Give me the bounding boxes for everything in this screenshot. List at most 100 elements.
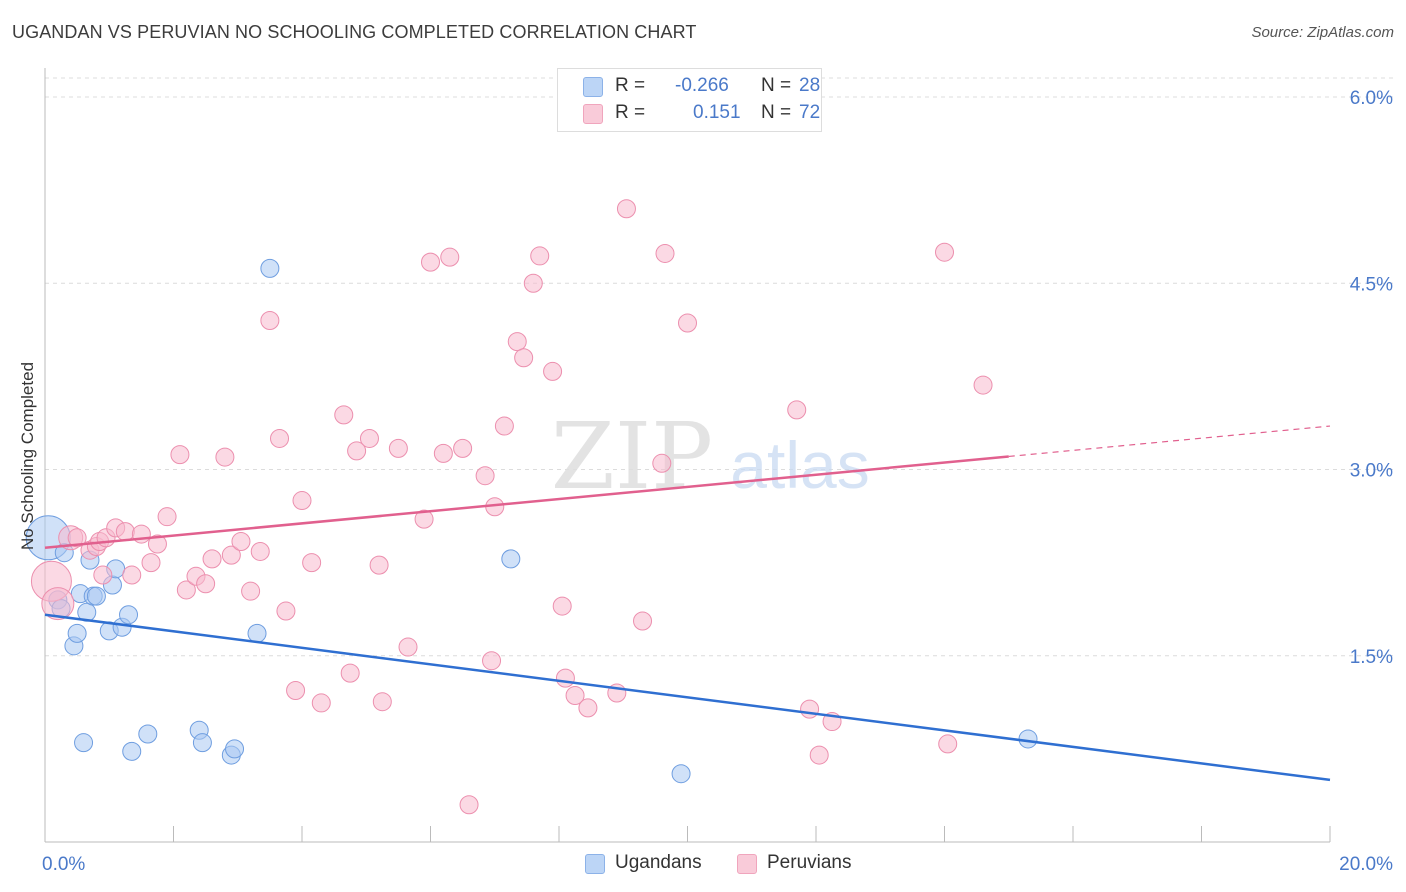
- point-peruvians: [938, 734, 958, 754]
- point-peruvians: [475, 466, 495, 486]
- legend-swatch-ugandans: [583, 77, 603, 97]
- y-tick-label: 3.0%: [1350, 461, 1393, 482]
- point-peruvians: [453, 438, 473, 458]
- point-peruvians: [340, 663, 360, 683]
- x-tick-label: 0.0%: [42, 854, 85, 875]
- point-ugandans: [671, 764, 691, 784]
- point-ugandans: [119, 605, 139, 625]
- point-peruvians: [935, 242, 954, 262]
- point-peruvians: [398, 637, 418, 657]
- trend-lines: [44, 425, 1331, 782]
- point-peruvians: [633, 611, 653, 631]
- point-peruvians: [170, 445, 190, 465]
- point-peruvians: [231, 532, 251, 552]
- point-peruvians: [67, 528, 87, 548]
- point-peruvians: [221, 545, 241, 565]
- correlation-legend: R = -0.266 N = 28 R = 0.151 N = 72: [557, 68, 822, 132]
- point-peruvians: [787, 400, 807, 420]
- legend-n-value: 28: [799, 75, 821, 96]
- legend-n-value: 72: [799, 102, 821, 123]
- x-tick-label: 20.0%: [1339, 854, 1393, 875]
- point-peruvians: [250, 541, 270, 561]
- point-peruvians: [440, 247, 460, 267]
- point-ugandans: [501, 549, 521, 569]
- legend-n-label: N =: [761, 75, 792, 96]
- y-tick-label: 4.5%: [1350, 274, 1393, 295]
- point-ugandans: [247, 623, 267, 643]
- point-peruvians: [347, 441, 367, 461]
- legend-r-value: 0.151: [693, 102, 741, 123]
- point-peruvians: [334, 405, 354, 425]
- trend-line-ugandans: [44, 613, 1331, 782]
- point-peruvians: [459, 795, 479, 815]
- point-peruvians: [494, 416, 514, 436]
- trend-line-dashed-peruvians: [1008, 425, 1331, 458]
- point-ugandans: [86, 586, 106, 606]
- point-peruvians: [555, 668, 575, 688]
- bottom-legend-swatch-ugandans: [585, 854, 605, 874]
- legend-n-label: N =: [761, 102, 792, 123]
- point-peruvians: [122, 565, 142, 585]
- point-peruvians: [369, 555, 389, 575]
- point-peruvians: [241, 581, 261, 601]
- point-peruvians: [507, 332, 527, 352]
- trend-line-peruvians: [44, 455, 1009, 549]
- point-peruvians: [655, 243, 675, 263]
- bottom-legend-label-peruvians: Peruvians: [767, 852, 852, 873]
- point-ugandans: [192, 733, 212, 753]
- point-peruvians: [543, 361, 563, 381]
- point-ugandans: [138, 724, 158, 744]
- legend-r-value: -0.266: [675, 75, 729, 96]
- y-tick-label: 1.5%: [1350, 647, 1393, 668]
- point-ugandans: [260, 258, 280, 278]
- chart-title: UGANDAN VS PERUVIAN NO SCHOOLING COMPLET…: [12, 22, 697, 42]
- point-peruvians: [800, 699, 820, 719]
- point-peruvians: [260, 311, 280, 330]
- point-peruvians: [359, 428, 379, 448]
- point-ugandans: [122, 741, 142, 761]
- point-peruvians: [202, 549, 222, 569]
- source-credit: Source: ZipAtlas.com: [1251, 24, 1394, 41]
- point-peruvians: [616, 199, 636, 219]
- point-ugandans: [74, 733, 94, 753]
- point-peruvians: [147, 534, 167, 554]
- point-peruvians: [372, 692, 392, 712]
- point-peruvians: [311, 693, 331, 713]
- point-peruvians: [270, 428, 290, 448]
- point-peruvians: [578, 698, 598, 718]
- tick-labels: 1.5% 3.0% 4.5% 6.0% 0.0% 20.0%: [42, 88, 1393, 875]
- point-peruvians: [530, 246, 550, 266]
- bottom-legend-label-ugandans: Ugandans: [615, 852, 702, 873]
- point-peruvians: [421, 252, 440, 272]
- point-peruvians: [157, 507, 177, 527]
- legend-swatch-peruvians: [583, 104, 603, 124]
- point-peruvians: [565, 685, 585, 705]
- point-peruvians: [286, 681, 306, 701]
- point-peruvians: [93, 565, 113, 585]
- point-peruvians: [302, 553, 322, 573]
- legend-r-label: R =: [615, 102, 646, 123]
- watermark: ZIP atlas: [551, 403, 870, 510]
- point-peruvians: [276, 601, 296, 621]
- point-ugandans: [1018, 729, 1038, 749]
- point-peruvians: [514, 348, 534, 368]
- point-peruvians: [809, 745, 829, 765]
- point-peruvians: [433, 443, 453, 463]
- point-peruvians: [388, 438, 408, 458]
- bottom-legend-swatch-peruvians: [737, 854, 757, 874]
- point-peruvians: [414, 509, 434, 529]
- point-peruvians: [552, 596, 572, 616]
- point-peruvians: [115, 522, 135, 542]
- point-peruvians: [678, 313, 697, 333]
- point-peruvians: [652, 453, 672, 473]
- gridlines: [45, 77, 1395, 657]
- y-tick-label: 6.0%: [1350, 88, 1393, 109]
- point-ugandans: [225, 739, 245, 759]
- axes: [44, 68, 1331, 843]
- point-peruvians: [482, 651, 502, 671]
- point-peruvians: [215, 447, 235, 467]
- point-peruvians: [141, 553, 161, 573]
- point-peruvians: [196, 574, 216, 594]
- y-axis-label: No Schooling Completed: [18, 361, 37, 551]
- point-ugandans: [67, 623, 87, 643]
